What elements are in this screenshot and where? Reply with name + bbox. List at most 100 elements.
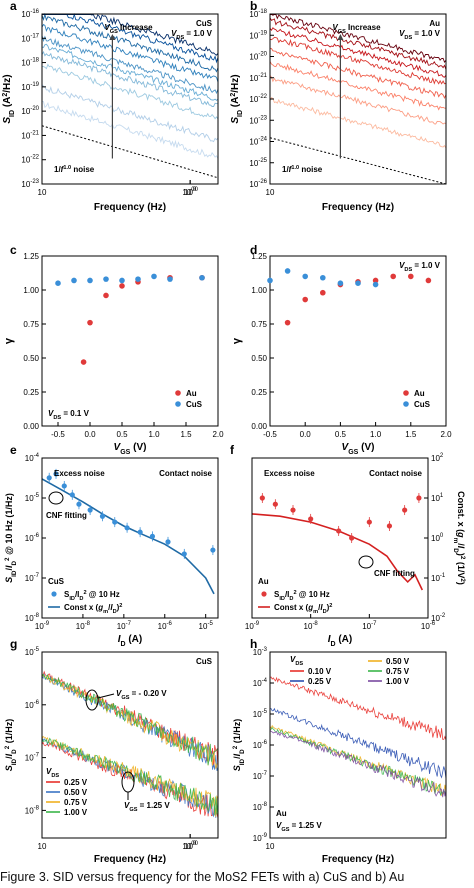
material-label: CuS [196,657,213,666]
x-tick-label: 10-7 [117,621,132,631]
y-axis-label: SID (A2/Hz) [2,74,16,123]
y-axis-label: SID/ID2 @ 10 Hz (1/Hz) [4,493,18,583]
y-tick-label: 10-6 [253,740,268,750]
x-tick-label: 10 [266,842,275,851]
y-tick-label: 10-17 [21,33,39,43]
x-tick-label: 0.0 [300,430,312,439]
vgs-label: VGS = 1.25 V [276,821,322,833]
x-tick-label: 0.5 [335,430,347,439]
data-point [302,273,309,280]
fit-marker-ellipse [48,491,64,505]
legend-marker [175,401,181,407]
material-label: Au [258,577,269,586]
x-tick-label: 1.5 [180,430,192,439]
data-point [349,535,355,541]
y-tick-label: 10-7 [25,573,40,583]
panel-c: c -0.5 0.0 0.5 1.0 1.5 2.0 0.00 0.25 0.50 0.75 1.00… [3,243,224,456]
y-tick-label: 10-20 [249,52,267,62]
x-axis-label: VGS (V) [342,442,375,456]
y-tick-label: 10-22 [249,94,267,104]
y-tick-label: 10-23 [249,115,267,125]
vds-label: VDS = 1.0 V [399,29,441,41]
y-tick-label: 10-25 [249,158,267,168]
y-tick-label: 10-6 [25,700,40,710]
data-point [99,513,106,519]
y-tick-label: 10-22 [21,155,39,165]
data-point [135,276,141,282]
data-point [259,495,265,501]
y-tick-label: 10-21 [249,73,267,83]
data-point [167,276,173,282]
spectrum-line [42,12,219,64]
annotation-increase: VGS Increase [104,23,153,35]
y-tick-label: 0.00 [23,422,39,431]
y-tick-label: 0.75 [251,320,267,329]
x-tick-label: 2.0 [440,430,452,439]
material-label: CuS [48,577,65,586]
data-point [390,273,397,280]
legend-label: 0.50 V [386,657,410,666]
data-point [408,273,414,280]
data-point [87,319,93,326]
legend-label: 1.00 V [386,677,410,686]
spectrum-line [41,23,219,83]
y-tick-label: 10-19 [21,82,39,92]
spectrum-line [269,61,447,111]
panel-letter: b [250,0,257,13]
data-point [425,277,432,284]
fit-marker-ellipse [358,555,374,569]
y-tick-label: 101 [431,493,444,503]
spectrum-line [269,17,447,70]
data-point [210,547,216,553]
material-label: CuS [196,19,213,28]
vds-label: VDS = 1.0 V [171,29,213,41]
spectrum-line [42,63,219,120]
spectrum-line [269,27,447,78]
data-point [372,277,379,284]
data-point [320,274,326,281]
spectrum-line [269,676,447,741]
annotation-ellipse [121,771,135,793]
panel-letter: e [10,443,17,457]
y-tick-label: 0.75 [23,320,39,329]
data-point [87,507,93,513]
x-axis-label: Frequency (Hz) [322,202,394,213]
y-axis-label: SID (A2/Hz) [230,74,244,123]
legend-label: Const x (gm/ID)2 [64,603,122,615]
y-tick-label: 10-8 [25,613,40,623]
increase-arrowhead [337,34,344,40]
x-axis-label: ID (A) [328,634,353,648]
y-tick-label: 10-9 [253,833,268,843]
x-tick-label: 10-6 [421,621,436,631]
axes-frame [269,255,447,427]
panel-letter: c [10,243,17,257]
excess-noise-label: Excess noise [264,469,315,478]
data-point [402,507,408,513]
legend-label: 0.75 V [386,667,410,676]
panel-f: f 10-9 10-8 10-7 10-610-2 10-1 100 101 102 Excess… [230,443,467,648]
x-axis-label: Frequency (Hz) [94,202,166,213]
spectrum-line [41,673,219,766]
y-axis-label: γ [231,337,243,344]
panel-letter: h [250,637,257,651]
spectrum-line [41,50,219,107]
panel-letter: d [250,243,257,257]
fit-line [41,478,215,595]
axes-frame [269,651,447,839]
y-tick-label: 0.25 [251,388,267,397]
contact-noise-label: Contact noise [159,469,212,478]
spectrum-line [270,14,447,64]
vds-label: VDS = 0.1 V [48,409,90,421]
data-point [124,525,130,531]
x-tick-label: 10-9 [245,621,260,631]
x-tick-label: 1000 [182,187,198,197]
legend-marker [51,591,57,597]
spectrum-line [41,43,219,102]
x-tick-label: 10 [38,188,47,197]
spectrum-line [41,84,219,143]
y-axis-label: SID/ID2 (1/Hz) [232,719,246,771]
y-tick-label: 10-24 [249,137,267,147]
data-point [165,539,171,545]
